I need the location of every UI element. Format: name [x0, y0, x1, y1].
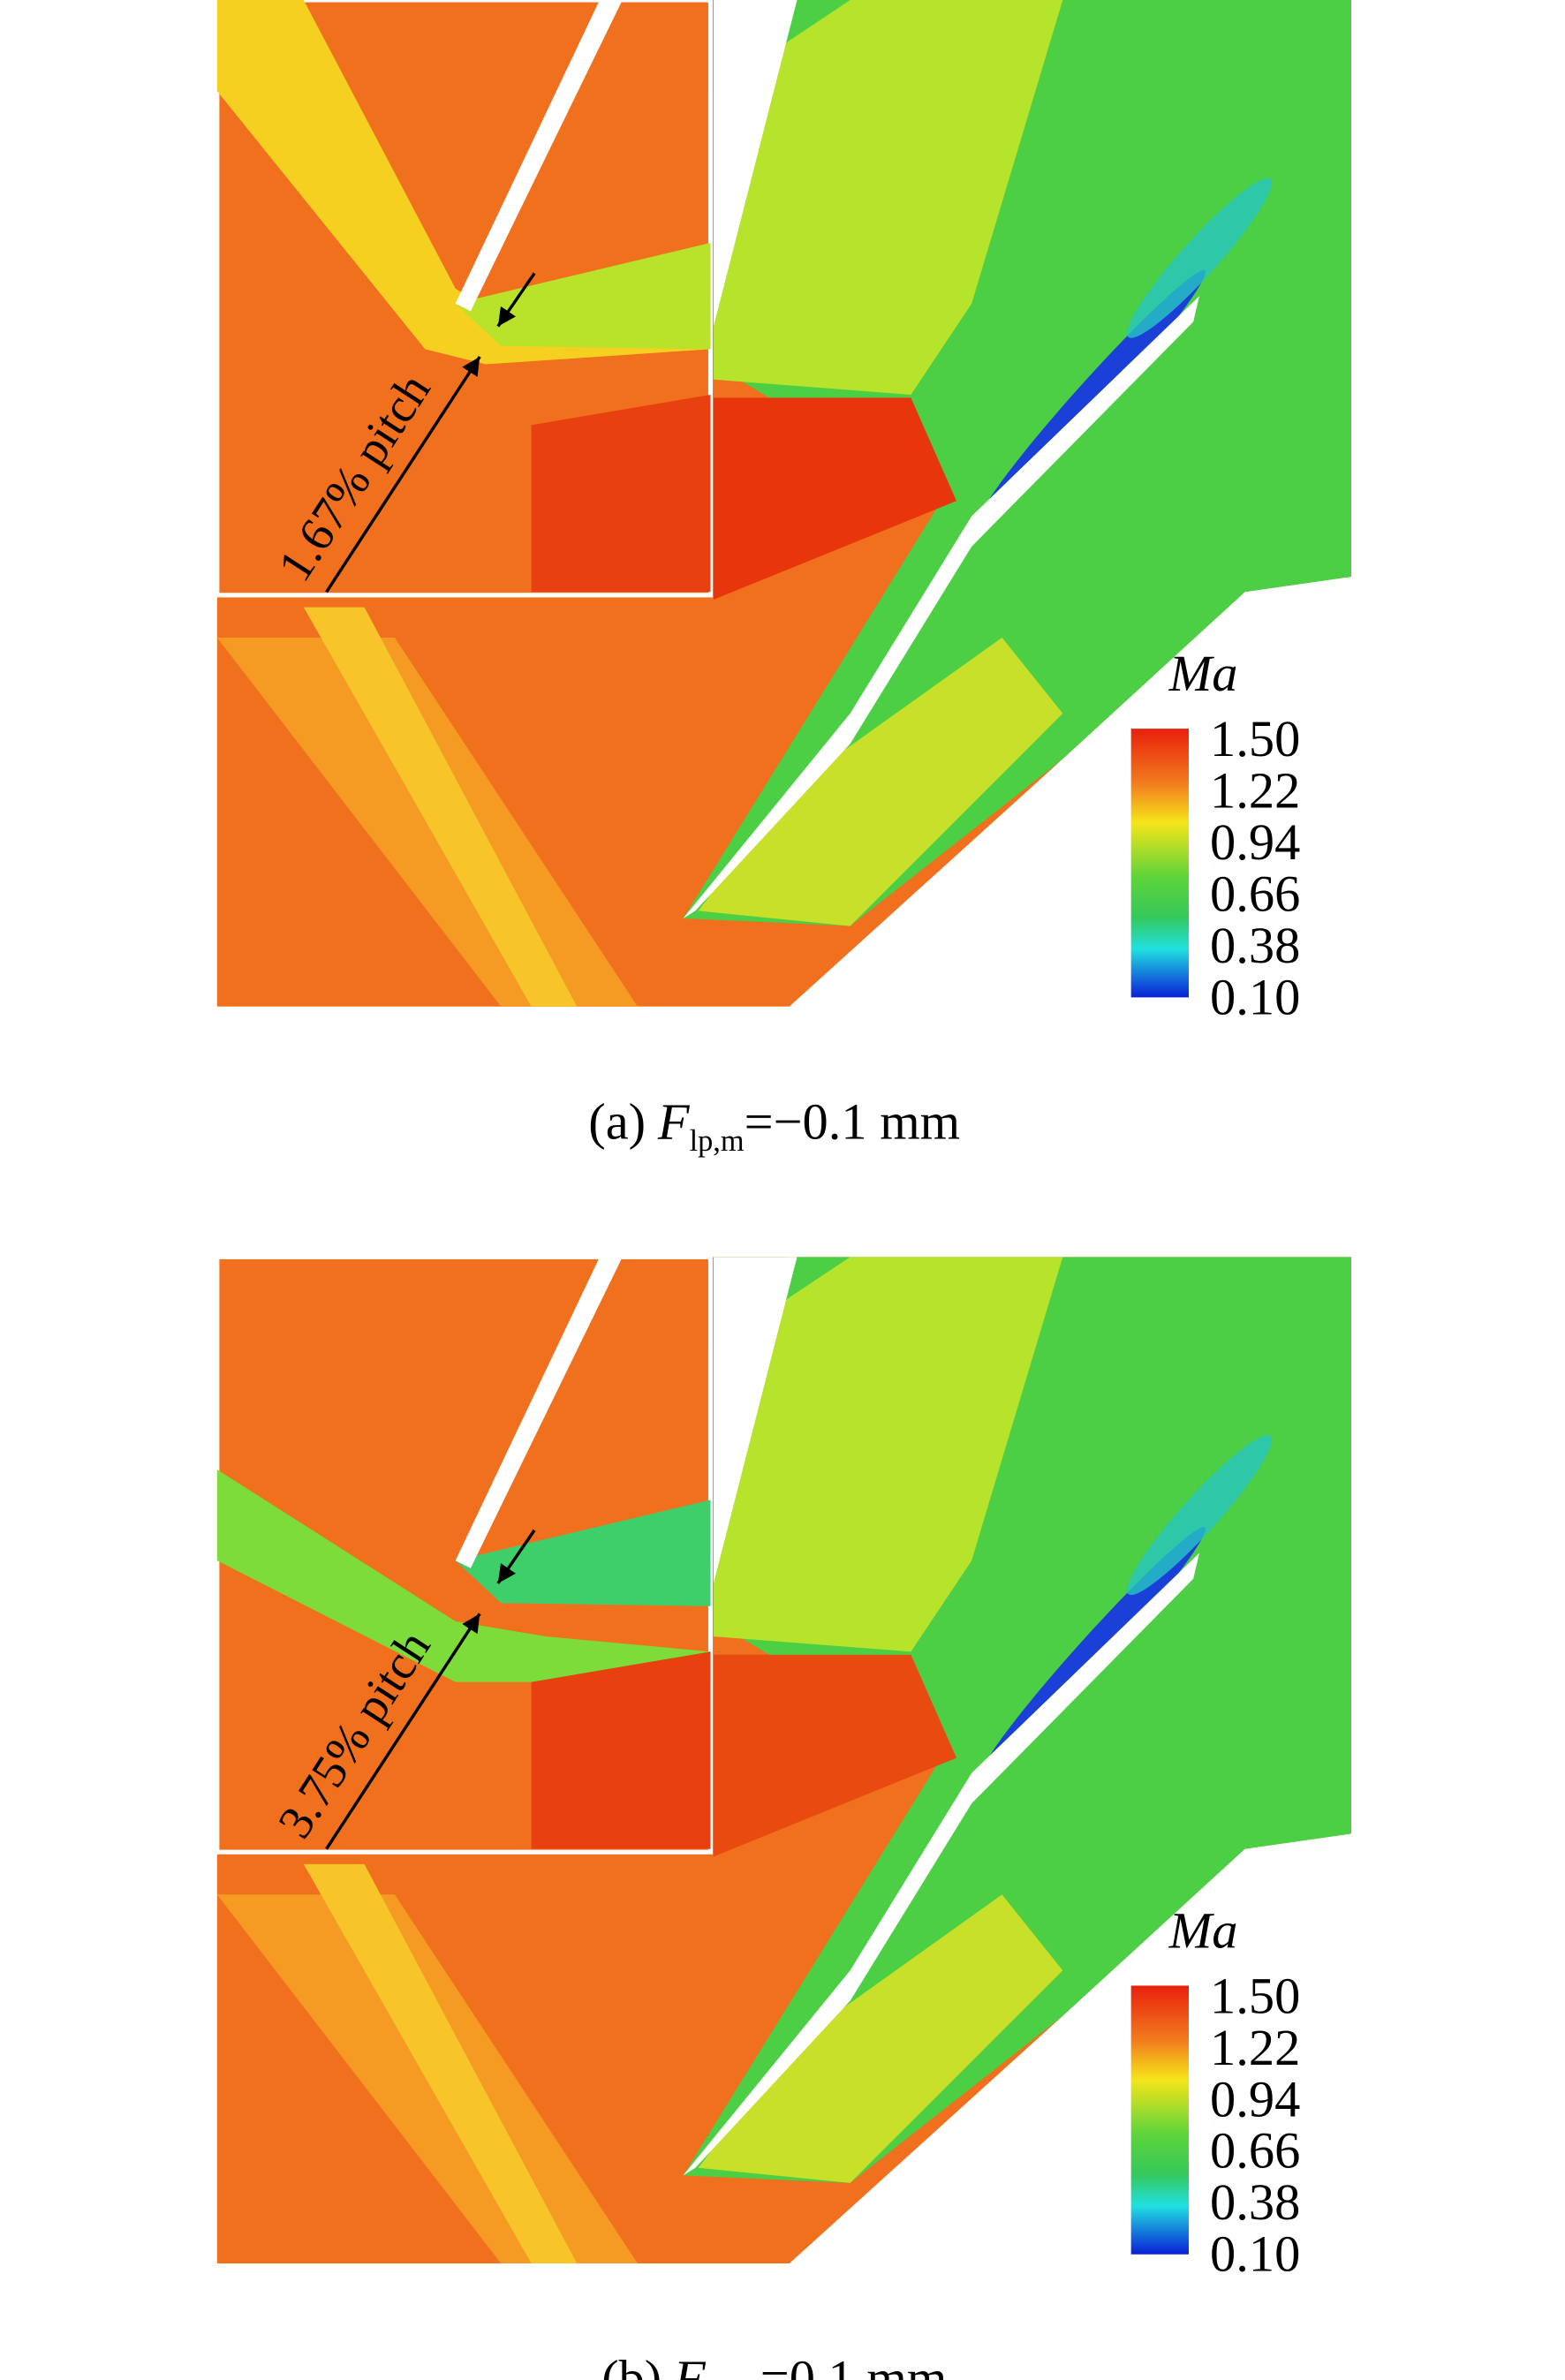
yellow-green: [713, 1257, 1063, 1652]
pitch-dimension: [496, 272, 536, 328]
caption: (b)Flp,m=0.1 mm: [601, 2350, 947, 2380]
colorbar-label: 0.38: [1210, 2173, 1300, 2231]
panel: 1.67% pitchMa1.501.220.940.660.380.10(a)…: [215, 0, 1351, 1158]
colorbar-title: Ma: [1168, 645, 1238, 702]
red-zone: [713, 397, 956, 601]
colorbar-label: 0.66: [1210, 2122, 1300, 2180]
inset-green: [455, 243, 711, 350]
colorbar-title: Ma: [1168, 1901, 1238, 1959]
outer-region: [789, 577, 1351, 1007]
colorbar-label: 0.94: [1210, 813, 1300, 871]
pitch-dimension: [325, 356, 481, 593]
pitch-dimension: [496, 1529, 536, 1584]
cyan-halo: [1127, 178, 1272, 338]
inset-blade: [455, 0, 623, 312]
red-zone: [713, 1654, 956, 1857]
colorbar: [1130, 729, 1189, 998]
caption-value: =−0.1 mm: [745, 1092, 960, 1150]
pitch-dimension: [325, 1613, 481, 1850]
caption-value: =0.1 mm: [760, 2350, 948, 2380]
figure-body: 1.67% pitchMa1.501.220.940.660.380.10(a)…: [215, 0, 1351, 2380]
caption-symbol: F: [657, 1092, 691, 1150]
caption-label: (a): [588, 1092, 646, 1150]
pressure-side: [698, 637, 1063, 926]
blade: [713, 1257, 798, 1583]
caption-label: (b): [601, 2350, 662, 2380]
blade: [683, 296, 1200, 918]
yellow-green: [713, 0, 1063, 395]
inset-red: [531, 1651, 711, 1849]
colorbar-label: 0.66: [1210, 865, 1300, 922]
colorbar: [1130, 1985, 1189, 2255]
colorbar-label: 1.50: [1210, 1967, 1300, 2024]
colorbar-label: 0.38: [1210, 917, 1300, 974]
colorbar-label: 0.10: [1210, 968, 1300, 1025]
blade: [713, 0, 798, 327]
colorbar-label: 0.10: [1210, 2225, 1300, 2283]
pressure-side: [698, 1894, 1063, 2183]
caption: (a) Flp,m=−0.1 mm: [588, 1092, 960, 1158]
caption-subscript: lp,m: [690, 1124, 745, 1158]
colorbar-label: 1.50: [1210, 710, 1300, 767]
inset-yellow: [216, 0, 711, 365]
cyan-halo: [1127, 1435, 1272, 1596]
blade: [683, 1553, 1200, 2176]
colorbar-label: 1.22: [1210, 2019, 1300, 2076]
inset-red: [531, 394, 711, 593]
inset-green: [455, 1500, 711, 1606]
colorbar-label: 0.94: [1210, 2070, 1300, 2127]
caption-symbol: F: [673, 2350, 707, 2380]
inset-blade: [455, 1257, 623, 1568]
yellow-band: [303, 1863, 578, 2264]
outer-region: [789, 1833, 1351, 2264]
colorbar-label: 1.22: [1210, 762, 1300, 820]
panel: 3.75% pitchMa1.501.220.940.660.380.10(b)…: [215, 1254, 1351, 2380]
yellow-band: [303, 607, 578, 1007]
